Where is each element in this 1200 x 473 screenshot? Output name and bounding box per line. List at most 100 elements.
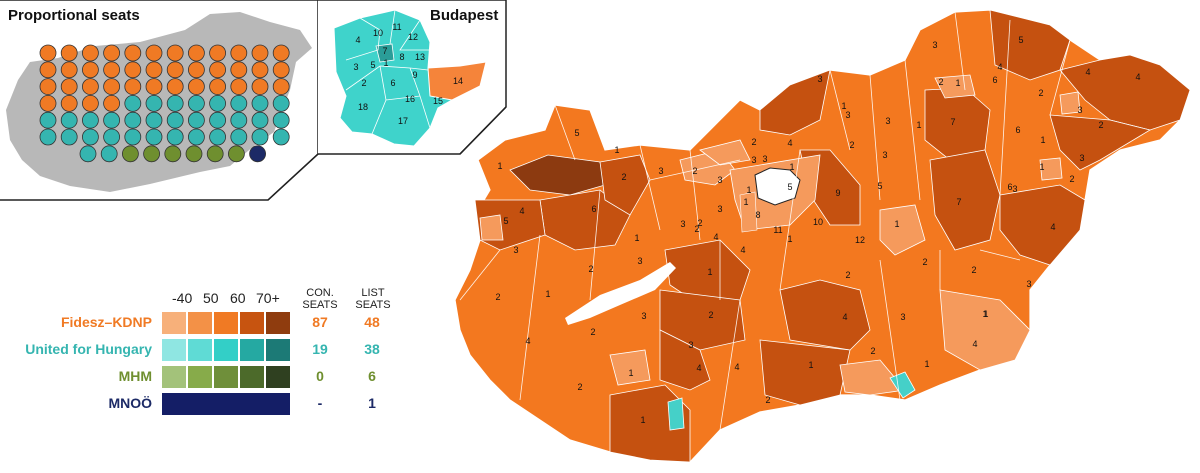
- constituency-label: 3: [900, 312, 905, 322]
- seat-dot: [230, 78, 248, 95]
- constituency-label: 1: [707, 267, 712, 277]
- seat-dot: [166, 111, 184, 129]
- seat-dot: [124, 128, 142, 146]
- budapest-district-label: 3: [353, 62, 358, 72]
- constituency-label: 2: [590, 327, 595, 337]
- budapest-district-label: 13: [415, 52, 425, 62]
- seat-dot: [124, 44, 142, 62]
- seat-dot: [251, 78, 269, 95]
- constituency-label: 4: [997, 62, 1002, 72]
- seat-dot: [60, 44, 78, 62]
- constituency-label: 1: [787, 234, 792, 244]
- seat-dot: [251, 61, 269, 79]
- seat-dot: [166, 44, 184, 62]
- constituency-label: 3: [513, 245, 518, 255]
- constituency-label: 3: [751, 155, 756, 165]
- constituency-label: 2: [621, 172, 626, 182]
- seat-dot: [145, 95, 163, 112]
- seat-dot: [187, 44, 205, 62]
- budapest-title: Budapest: [430, 7, 498, 24]
- seat-dot: [145, 111, 163, 129]
- constituency-label: 1: [982, 309, 987, 319]
- constituency-label: 1: [955, 78, 960, 88]
- budapest-district-label: 17: [398, 116, 408, 126]
- constituency-label: 1: [614, 145, 619, 155]
- seat-dot: [272, 61, 290, 79]
- seat-dot: [121, 145, 139, 163]
- constituency-label: 1: [497, 161, 502, 171]
- budapest-district-label: 12: [408, 32, 418, 42]
- constituency-label: 2: [1098, 120, 1103, 130]
- seat-dot: [272, 111, 290, 129]
- constituency-label: 4: [1135, 72, 1140, 82]
- constituency-label: 5: [1018, 35, 1023, 45]
- seat-dot: [209, 61, 227, 79]
- constituency-label: 2: [1038, 88, 1043, 98]
- seat-dot: [187, 111, 205, 129]
- constituency-label: 1: [808, 360, 813, 370]
- proportional-seats-title: Proportional seats: [8, 7, 140, 24]
- constituency-label: 2: [845, 270, 850, 280]
- constituency-label: 2: [577, 382, 582, 392]
- constituency-label: 4: [1050, 222, 1055, 232]
- seat-dot: [79, 145, 97, 163]
- constituency-label: 5: [877, 181, 882, 191]
- constituency-label: 2: [849, 140, 854, 150]
- constituency-label: 1: [1039, 162, 1044, 172]
- constituency-label: 6: [1007, 182, 1012, 192]
- budapest-area: [754, 167, 801, 206]
- seat-dot: [145, 44, 163, 62]
- seat-dot: [103, 44, 120, 62]
- constituency-label: 1: [983, 309, 988, 319]
- constituency-label: 5: [787, 182, 792, 192]
- constituency-label: 3: [1077, 105, 1082, 115]
- constituency-label: 12: [855, 235, 865, 245]
- constituency-label: 6: [992, 75, 997, 85]
- budapest-district-label: 14: [453, 76, 463, 86]
- constituency-label: 1: [545, 289, 550, 299]
- seat-dot: [145, 78, 163, 95]
- seat-dot: [82, 128, 99, 146]
- seat-dot: [145, 61, 163, 79]
- seat-dot: [39, 111, 57, 129]
- seat-dot: [100, 145, 118, 163]
- seat-dot: [39, 44, 57, 62]
- seat-dot: [166, 61, 184, 79]
- seat-dot: [251, 128, 269, 146]
- seat-dots: [39, 44, 290, 163]
- budapest-district-label: 10: [373, 28, 383, 38]
- seat-dot: [187, 61, 205, 79]
- seat-dot: [145, 128, 163, 146]
- seat-dot: [209, 44, 227, 62]
- constituency-label: 1: [746, 185, 751, 195]
- constituency-label: 7: [950, 117, 955, 127]
- constituency-label: 6: [1015, 125, 1020, 135]
- seat-dot: [187, 128, 205, 146]
- seat-dot: [272, 95, 290, 112]
- constituency-label: 3: [637, 256, 642, 266]
- seat-dot: [166, 95, 184, 112]
- constituency-label: 1: [924, 359, 929, 369]
- seat-dot: [272, 128, 290, 146]
- constituency-label: 2: [1069, 174, 1074, 184]
- constituency-label: 6: [591, 204, 596, 214]
- constituency-label: 3: [845, 110, 850, 120]
- constituency-label: 5: [503, 216, 508, 226]
- constituency-label: 3: [658, 166, 663, 176]
- constituency-label: 8: [755, 210, 760, 220]
- seat-dot: [227, 145, 245, 163]
- constituency-label: 3: [688, 340, 693, 350]
- budapest-district-label: 4: [355, 35, 360, 45]
- lake-balaton: [565, 262, 676, 325]
- seat-dot: [82, 61, 99, 79]
- seat-dot: [103, 78, 120, 95]
- seat-dot: [187, 78, 205, 95]
- seat-dot: [166, 78, 184, 95]
- seat-dot: [60, 78, 78, 95]
- budapest-district-label: 1: [383, 58, 388, 68]
- seat-dot: [103, 111, 120, 129]
- constituency-label: 2: [922, 257, 927, 267]
- seat-dot: [60, 61, 78, 79]
